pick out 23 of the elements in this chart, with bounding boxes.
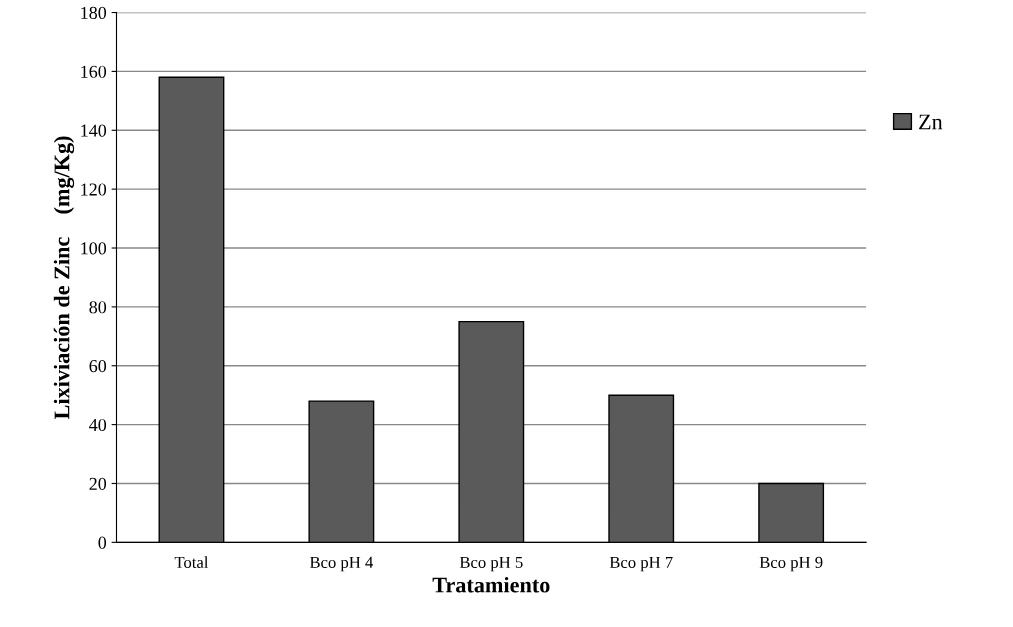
y-tick-label: 0 <box>98 536 107 549</box>
y-tick-label: 80 <box>89 301 107 314</box>
y-axis-title: Lixiviación de Zinc (mg/Kg) <box>53 136 75 420</box>
bar <box>158 76 225 543</box>
y-tick-label: 160 <box>81 65 107 78</box>
y-tick-label: 100 <box>81 242 107 255</box>
bar <box>608 394 675 543</box>
x-tick-label: Bco pH 4 <box>309 556 374 572</box>
bar <box>308 400 375 543</box>
bar <box>758 482 825 543</box>
bar <box>458 320 525 543</box>
x-tick-label: Bco pH 9 <box>759 556 823 572</box>
y-tick-label: 180 <box>81 6 107 19</box>
y-tick-label: 40 <box>89 418 107 432</box>
y-tick-label: 140 <box>81 124 107 137</box>
x-tick-label: Bco pH 7 <box>609 556 673 572</box>
x-tick-label: Total <box>174 556 209 568</box>
x-axis-title: Tratamiento <box>432 576 550 593</box>
x-tick-label: Bco pH 5 <box>459 556 523 572</box>
y-tick-label: 60 <box>89 360 107 373</box>
legend-label: Zn <box>919 114 943 130</box>
y-tick-label: 20 <box>89 477 107 490</box>
y-tick-label: 120 <box>81 183 107 196</box>
